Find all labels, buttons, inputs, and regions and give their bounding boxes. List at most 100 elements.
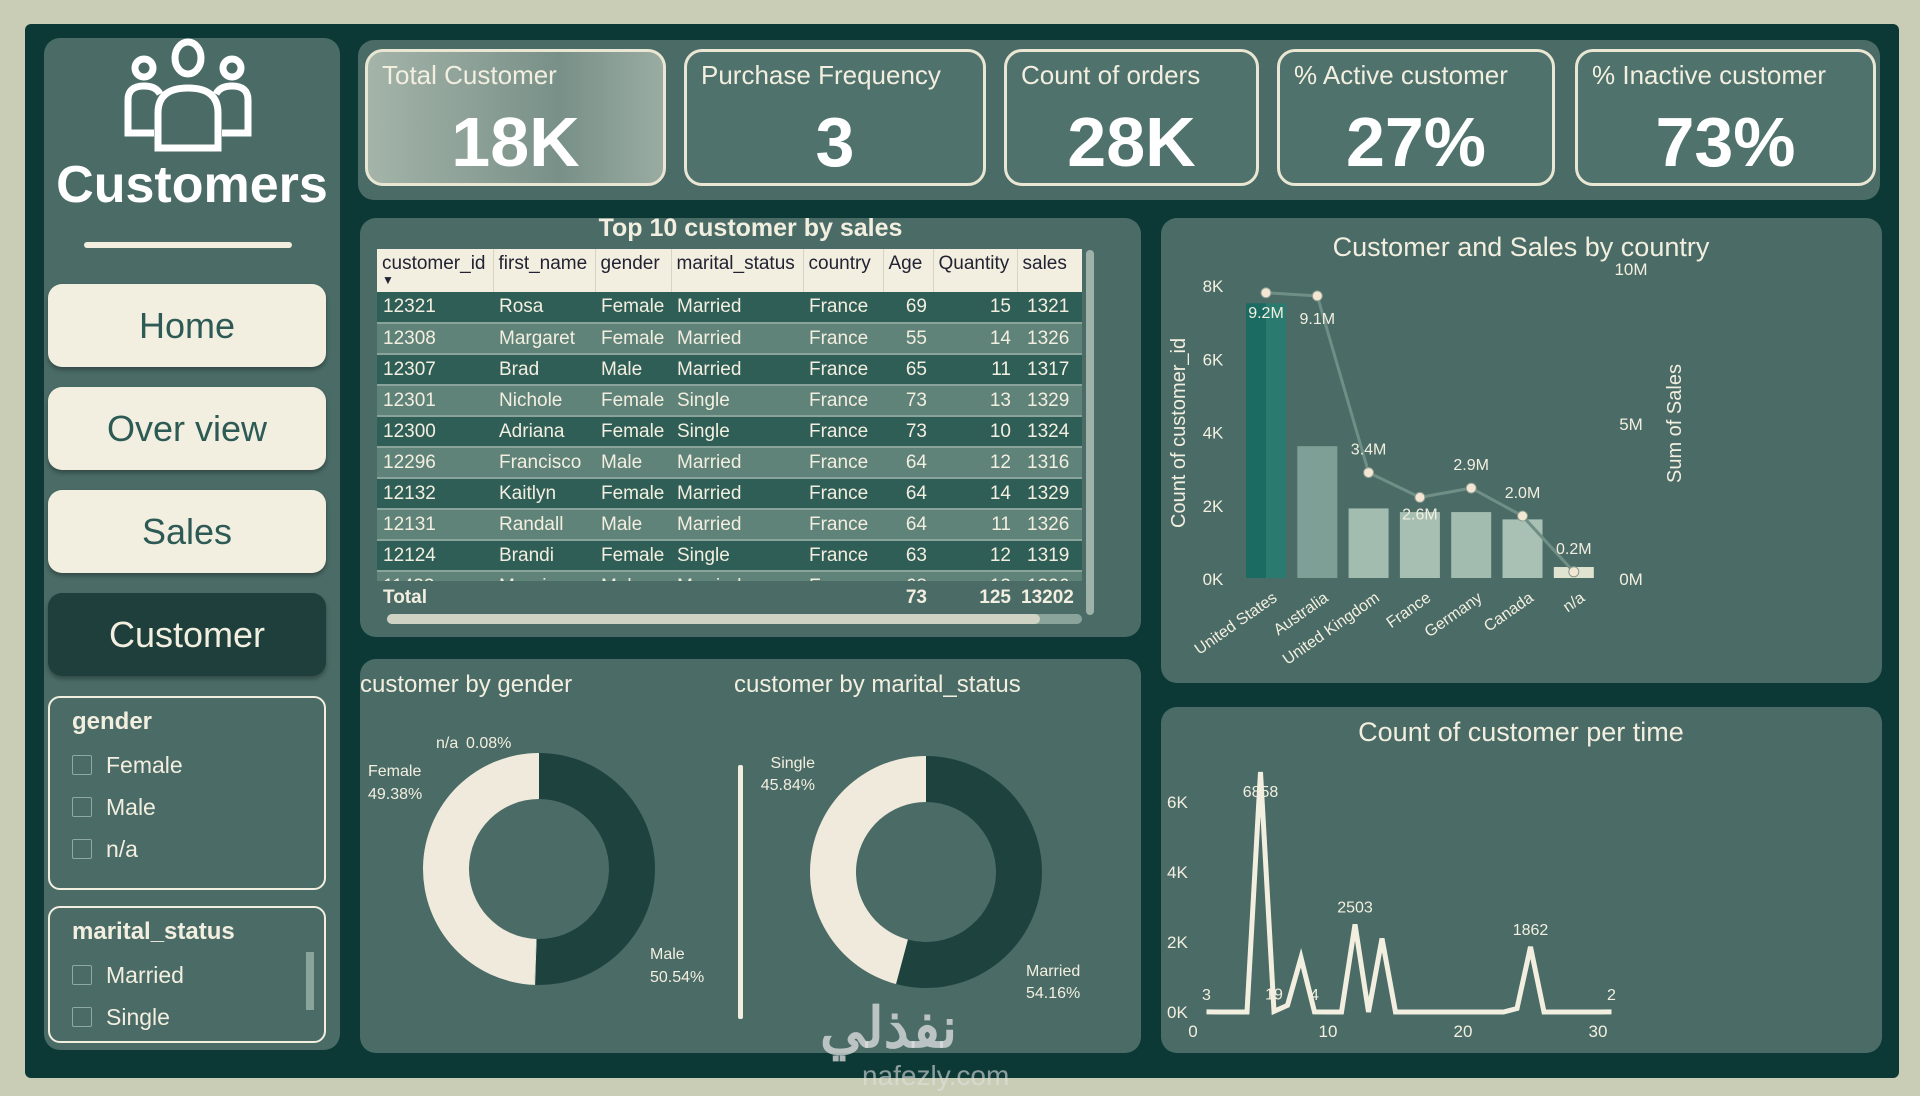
- data-label: 19: [1265, 986, 1283, 1003]
- column-header-Quantity[interactable]: Quantity: [933, 249, 1018, 292]
- data-label: 6858: [1243, 784, 1279, 801]
- cell-first_name: Kaitlyn: [493, 478, 595, 510]
- data-label: 2.6M: [1402, 506, 1438, 523]
- cell-first_name: Rosa: [493, 292, 595, 324]
- column-header-marital_status[interactable]: marital_status: [671, 249, 804, 292]
- kpi-label: % Active customer: [1294, 60, 1508, 90]
- cell-Age: 68: [883, 571, 933, 581]
- bar-France[interactable]: [1399, 512, 1440, 578]
- cell-sales: 1306: [1017, 571, 1082, 581]
- checkbox[interactable]: [72, 1007, 92, 1027]
- data-label: 3.4M: [1351, 442, 1387, 459]
- option-label: Male: [106, 793, 156, 820]
- sort-desc-icon[interactable]: ▼: [382, 273, 394, 287]
- cell-customer_id: 12296: [377, 447, 493, 479]
- slicer-scrollbar[interactable]: [306, 952, 314, 1010]
- y-tick-label: 0K: [1167, 1003, 1188, 1022]
- cell-sales: 1316: [1017, 447, 1082, 479]
- cell-Quantity: 12: [933, 447, 1017, 479]
- table-row[interactable]: 12321 Rosa Female Married France 69 15 1321: [377, 292, 1082, 324]
- gender-option-female[interactable]: Female: [72, 744, 302, 786]
- sales-point[interactable]: [1517, 510, 1528, 522]
- column-header-sales[interactable]: sales: [1017, 249, 1082, 292]
- table-row[interactable]: 12301 Nichole Female Single France 73 13 1329: [377, 385, 1082, 417]
- bar-Canada[interactable]: [1502, 519, 1543, 578]
- nav-home-button[interactable]: Home: [48, 284, 326, 367]
- table-row[interactable]: 12300 Adriana Female Single France 73 10 1324: [377, 416, 1082, 448]
- nav-overview-button[interactable]: Over view: [48, 387, 326, 470]
- cell-Age: 55: [883, 323, 933, 355]
- bar-highlight-part[interactable]: [1266, 303, 1286, 578]
- table-row[interactable]: 12131 Randall Male Married France 64 11 1326: [377, 509, 1082, 541]
- slice-Single[interactable]: [810, 756, 926, 985]
- sales-point[interactable]: [1414, 491, 1426, 503]
- table-row[interactable]: 12124 Brandi Female Single France 63 12 1319: [377, 540, 1082, 572]
- na-label: n/a: [436, 735, 458, 752]
- divider-line: [738, 765, 743, 1019]
- kpi-label: Count of orders: [1021, 60, 1201, 90]
- cell-marital_status: Married: [671, 323, 803, 355]
- header-label: sales: [1022, 253, 1067, 274]
- slice-n/a[interactable]: [534, 938, 537, 985]
- gender-option-na[interactable]: n/a: [72, 828, 302, 870]
- column-header-Age[interactable]: Age: [883, 249, 934, 292]
- gender-option-male[interactable]: Male: [72, 786, 302, 828]
- bar-Germany[interactable]: [1451, 512, 1492, 578]
- sales-point[interactable]: [1260, 287, 1272, 299]
- y-tick-label: 6K: [1203, 350, 1224, 369]
- checkbox[interactable]: [72, 965, 92, 985]
- table-row[interactable]: 11433MauriceMaleMarriedFrance68131306: [377, 571, 1082, 581]
- slice-Female[interactable]: [423, 753, 539, 985]
- cell-Age: 69: [883, 292, 933, 324]
- table-vertical-scrollbar[interactable]: [1086, 250, 1094, 615]
- table-row[interactable]: 12308 Margaret Female Married France 55 14 1326: [377, 323, 1082, 355]
- column-header-gender[interactable]: gender: [595, 249, 672, 292]
- nav-customer-button[interactable]: Customer: [48, 593, 326, 676]
- cell-customer_id: 12132: [377, 478, 493, 510]
- marital-option-married[interactable]: Married: [72, 954, 302, 996]
- column-header-country[interactable]: country: [803, 249, 884, 292]
- data-label: 2.9M: [1453, 457, 1489, 474]
- slice-Married[interactable]: [896, 756, 1042, 988]
- sales-point[interactable]: [1363, 467, 1375, 479]
- cell-first_name: Margaret: [493, 323, 595, 355]
- table-horizontal-scrollbar[interactable]: [387, 614, 1082, 624]
- slice-Male[interactable]: [535, 753, 656, 985]
- bar-United Kingdom[interactable]: [1348, 508, 1389, 578]
- marital-option-single[interactable]: Single: [72, 996, 302, 1038]
- kpi-label: Purchase Frequency: [701, 60, 941, 90]
- kpi-label: % Inactive customer: [1592, 60, 1827, 90]
- total-sales: 13202: [1021, 587, 1074, 608]
- column-header-first_name[interactable]: first_name: [493, 249, 596, 292]
- cell-Quantity: 14: [933, 323, 1017, 355]
- single-pct: 45.84%: [761, 777, 815, 794]
- cell-Quantity: 10: [933, 416, 1017, 448]
- checkbox[interactable]: [72, 839, 92, 859]
- watermark-latin: nafezly.com: [862, 1060, 1010, 1091]
- nav-sales-button[interactable]: Sales: [48, 490, 326, 573]
- bar-United States[interactable]: [1246, 303, 1266, 578]
- bar-Australia[interactable]: [1297, 446, 1338, 578]
- gender-slicer-title: gender: [72, 708, 153, 735]
- male-pct: 50.54%: [650, 969, 704, 986]
- customer-count-line[interactable]: [1206, 771, 1612, 1016]
- header-label: country: [808, 253, 871, 274]
- table-row[interactable]: 12132 Kaitlyn Female Married France 64 14 1329: [377, 478, 1082, 510]
- checkbox[interactable]: [72, 755, 92, 775]
- data-label: 2.0M: [1505, 485, 1541, 502]
- cell-gender: Female: [595, 292, 671, 324]
- sales-point[interactable]: [1568, 566, 1580, 578]
- table-row[interactable]: 12296 Francisco Male Married France 64 12 1316: [377, 447, 1082, 479]
- cell-country: France: [803, 571, 883, 581]
- sales-point[interactable]: [1311, 290, 1323, 302]
- cell-sales: 1319: [1017, 540, 1082, 572]
- table-row[interactable]: 12307 Brad Male Married France 65 11 1317: [377, 354, 1082, 386]
- cell-gender: Female: [595, 323, 671, 355]
- checkbox[interactable]: [72, 797, 92, 817]
- kpi-purchase-frequency: Purchase Frequency 3: [684, 49, 986, 186]
- option-label: Single: [106, 1003, 170, 1030]
- kpi-value: 28K: [1067, 103, 1196, 181]
- sales-point[interactable]: [1465, 482, 1477, 494]
- x-tick-label: n/a: [1560, 589, 1588, 616]
- column-header-customer_id[interactable]: customer_id ▼: [377, 249, 494, 292]
